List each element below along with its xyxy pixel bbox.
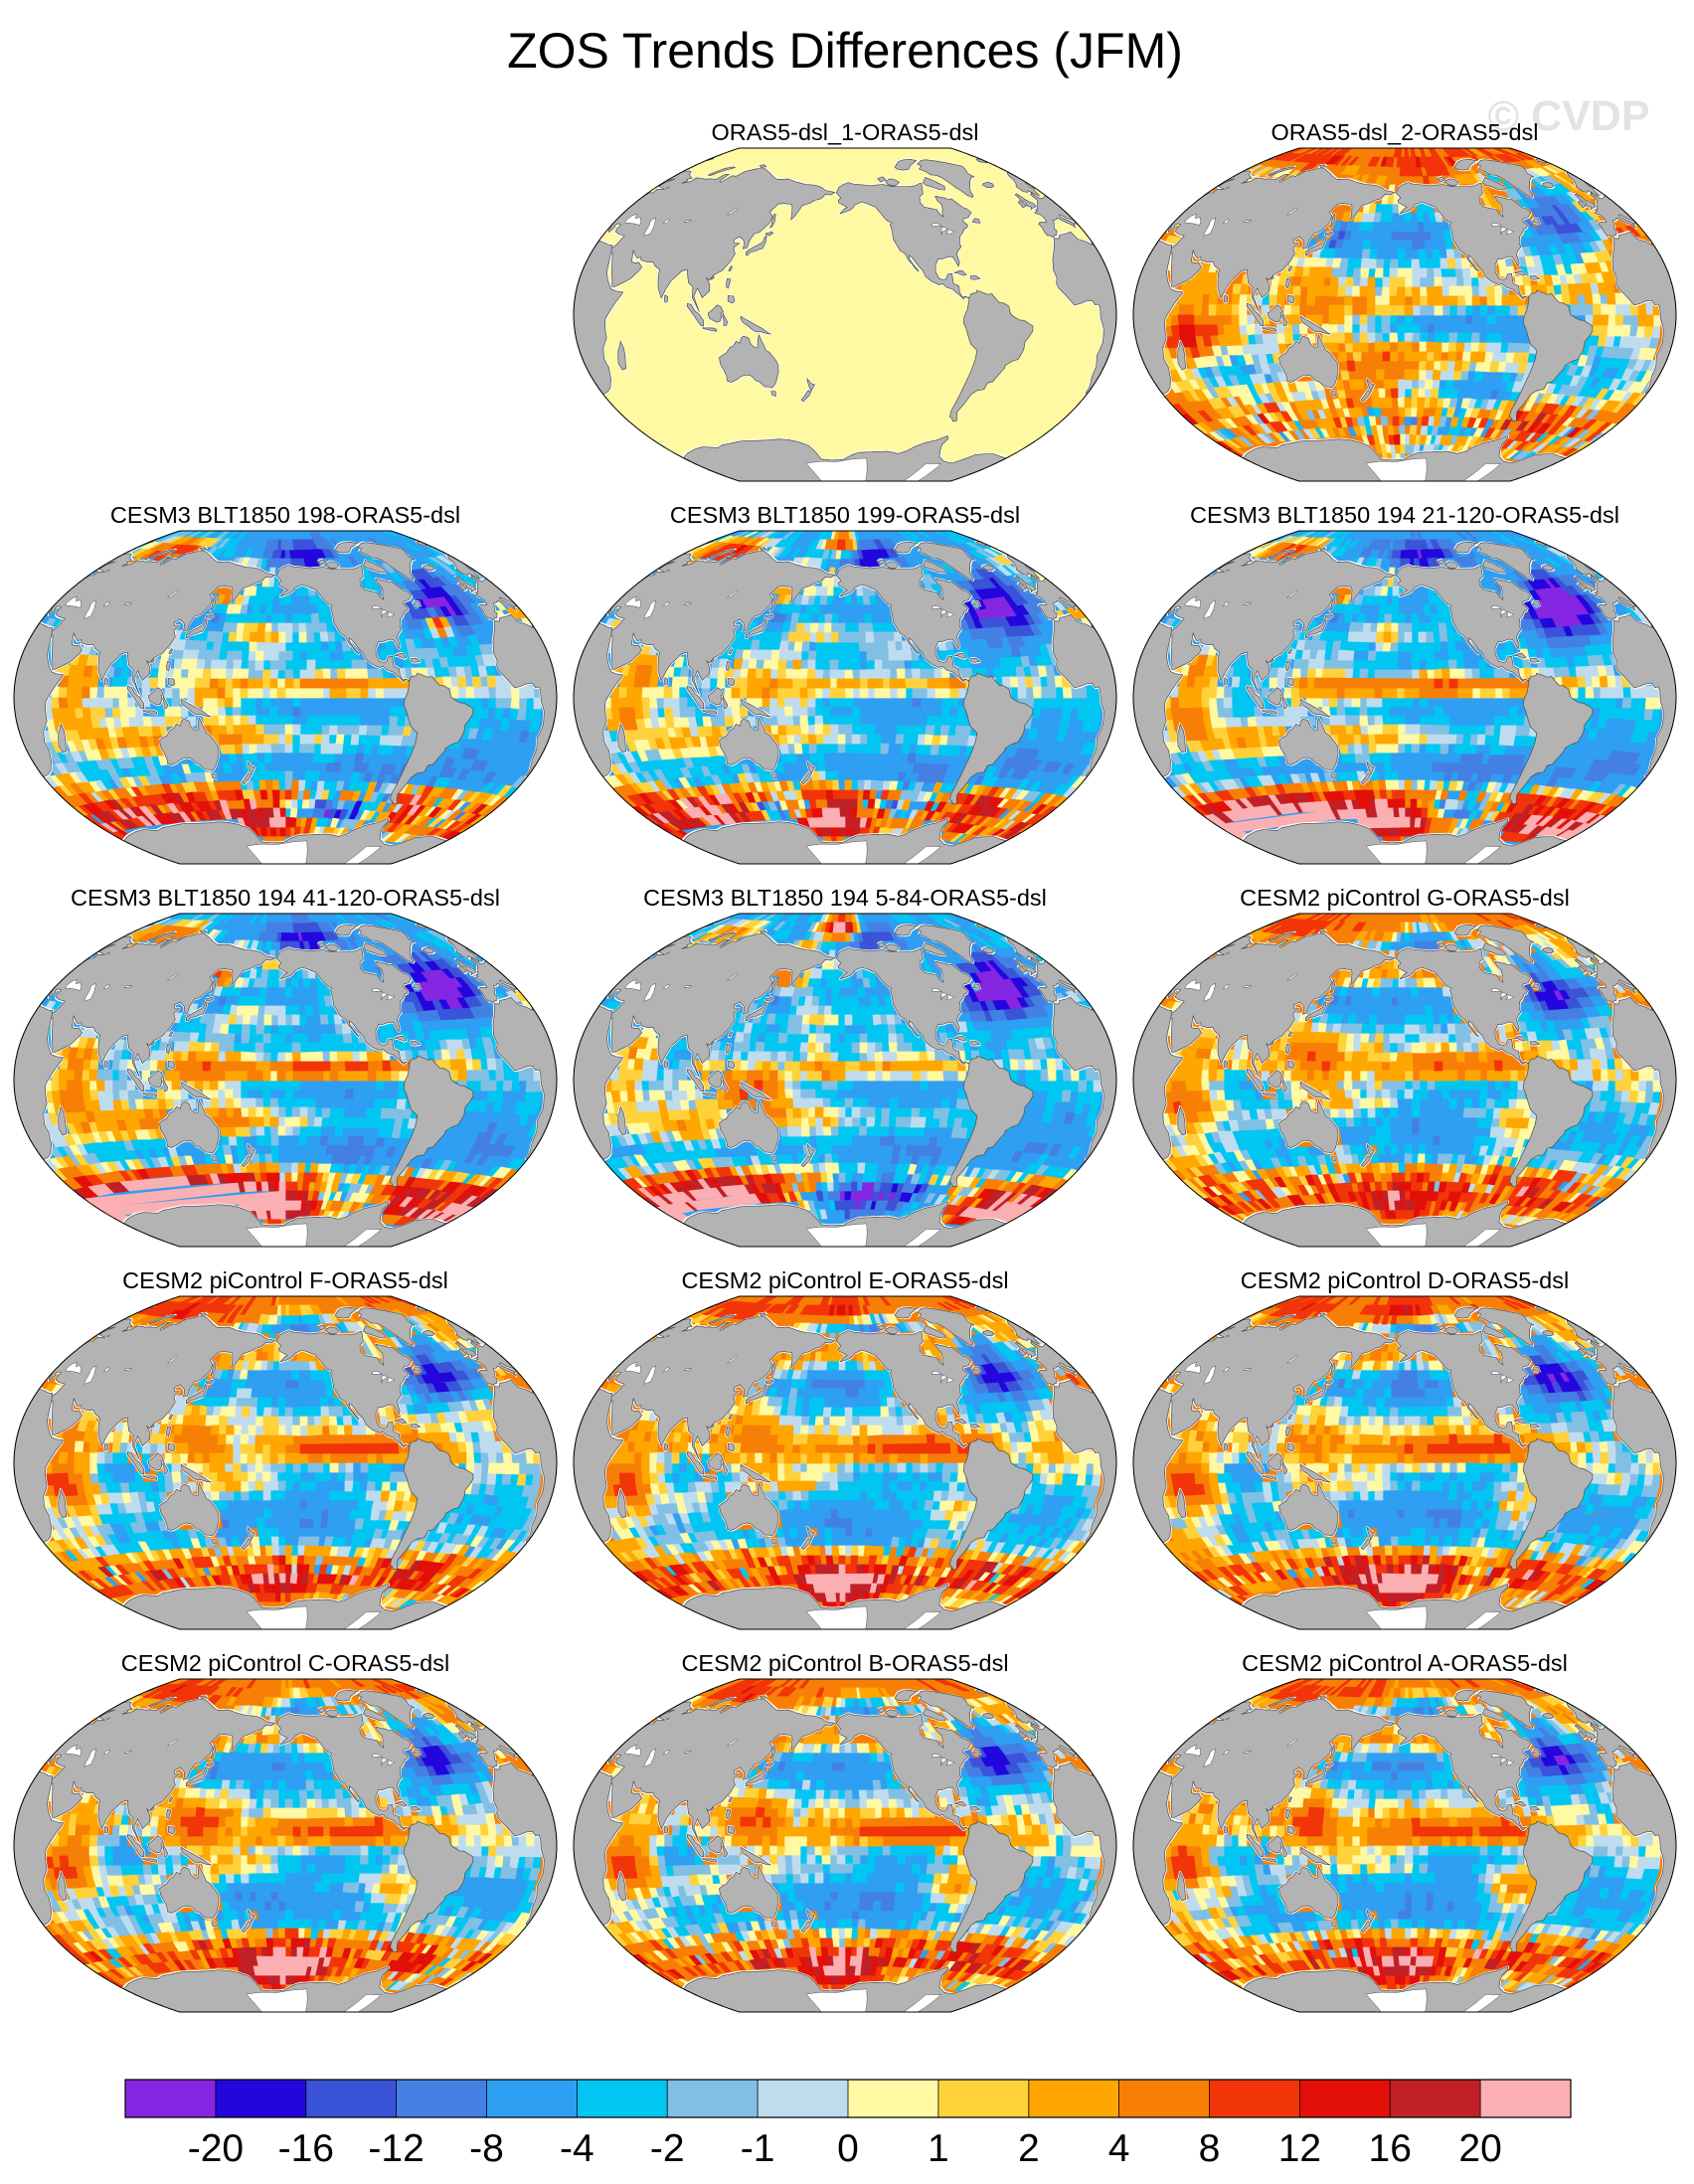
svg-text:4: 4 (1108, 2127, 1130, 2170)
svg-text:CESM2 piControl A-ORAS5-dsl: CESM2 piControl A-ORAS5-dsl (1242, 1650, 1568, 1676)
svg-text:CESM3 BLT1850 194 5-84-ORAS5-d: CESM3 BLT1850 194 5-84-ORAS5-dsl (643, 885, 1047, 911)
svg-text:CESM2 piControl F-ORAS5-dsl: CESM2 piControl F-ORAS5-dsl (122, 1267, 448, 1293)
svg-text:CESM3 BLT1850 199-ORAS5-dsl: CESM3 BLT1850 199-ORAS5-dsl (670, 502, 1020, 528)
svg-text:-2: -2 (650, 2127, 685, 2170)
svg-text:20: 20 (1458, 2127, 1501, 2170)
svg-text:CESM2 piControl C-ORAS5-dsl: CESM2 piControl C-ORAS5-dsl (121, 1650, 449, 1676)
svg-text:ZOS Trends Differences (JFM): ZOS Trends Differences (JFM) (507, 23, 1183, 79)
svg-text:CESM2 piControl D-ORAS5-dsl: CESM2 piControl D-ORAS5-dsl (1241, 1267, 1569, 1293)
svg-text:-8: -8 (469, 2127, 504, 2170)
svg-text:CESM2 piControl E-ORAS5-dsl: CESM2 piControl E-ORAS5-dsl (681, 1267, 1008, 1293)
svg-text:2: 2 (1018, 2127, 1040, 2170)
svg-text:CESM2 piControl G-ORAS5-dsl: CESM2 piControl G-ORAS5-dsl (1240, 885, 1570, 911)
svg-text:-4: -4 (560, 2127, 594, 2170)
svg-text:-20: -20 (188, 2127, 244, 2170)
svg-text:ORAS5-dsl_1-ORAS5-dsl: ORAS5-dsl_1-ORAS5-dsl (711, 119, 978, 145)
svg-text:0: 0 (837, 2127, 859, 2170)
svg-text:CESM2 piControl B-ORAS5-dsl: CESM2 piControl B-ORAS5-dsl (681, 1650, 1008, 1676)
svg-text:ORAS5-dsl_2-ORAS5-dsl: ORAS5-dsl_2-ORAS5-dsl (1270, 119, 1538, 145)
svg-text:8: 8 (1199, 2127, 1221, 2170)
svg-text:12: 12 (1278, 2127, 1321, 2170)
svg-text:-12: -12 (368, 2127, 424, 2170)
svg-text:-1: -1 (741, 2127, 775, 2170)
svg-text:© CVDP: © CVDP (1487, 92, 1649, 140)
svg-text:16: 16 (1369, 2127, 1412, 2170)
svg-text:CESM3 BLT1850 198-ORAS5-dsl: CESM3 BLT1850 198-ORAS5-dsl (110, 502, 460, 528)
svg-text:CESM3 BLT1850 194 21-120-ORAS5: CESM3 BLT1850 194 21-120-ORAS5-dsl (1190, 502, 1619, 528)
svg-text:1: 1 (928, 2127, 949, 2170)
svg-text:CESM3 BLT1850 194 41-120-ORAS5: CESM3 BLT1850 194 41-120-ORAS5-dsl (71, 885, 500, 911)
svg-text:-16: -16 (278, 2127, 334, 2170)
